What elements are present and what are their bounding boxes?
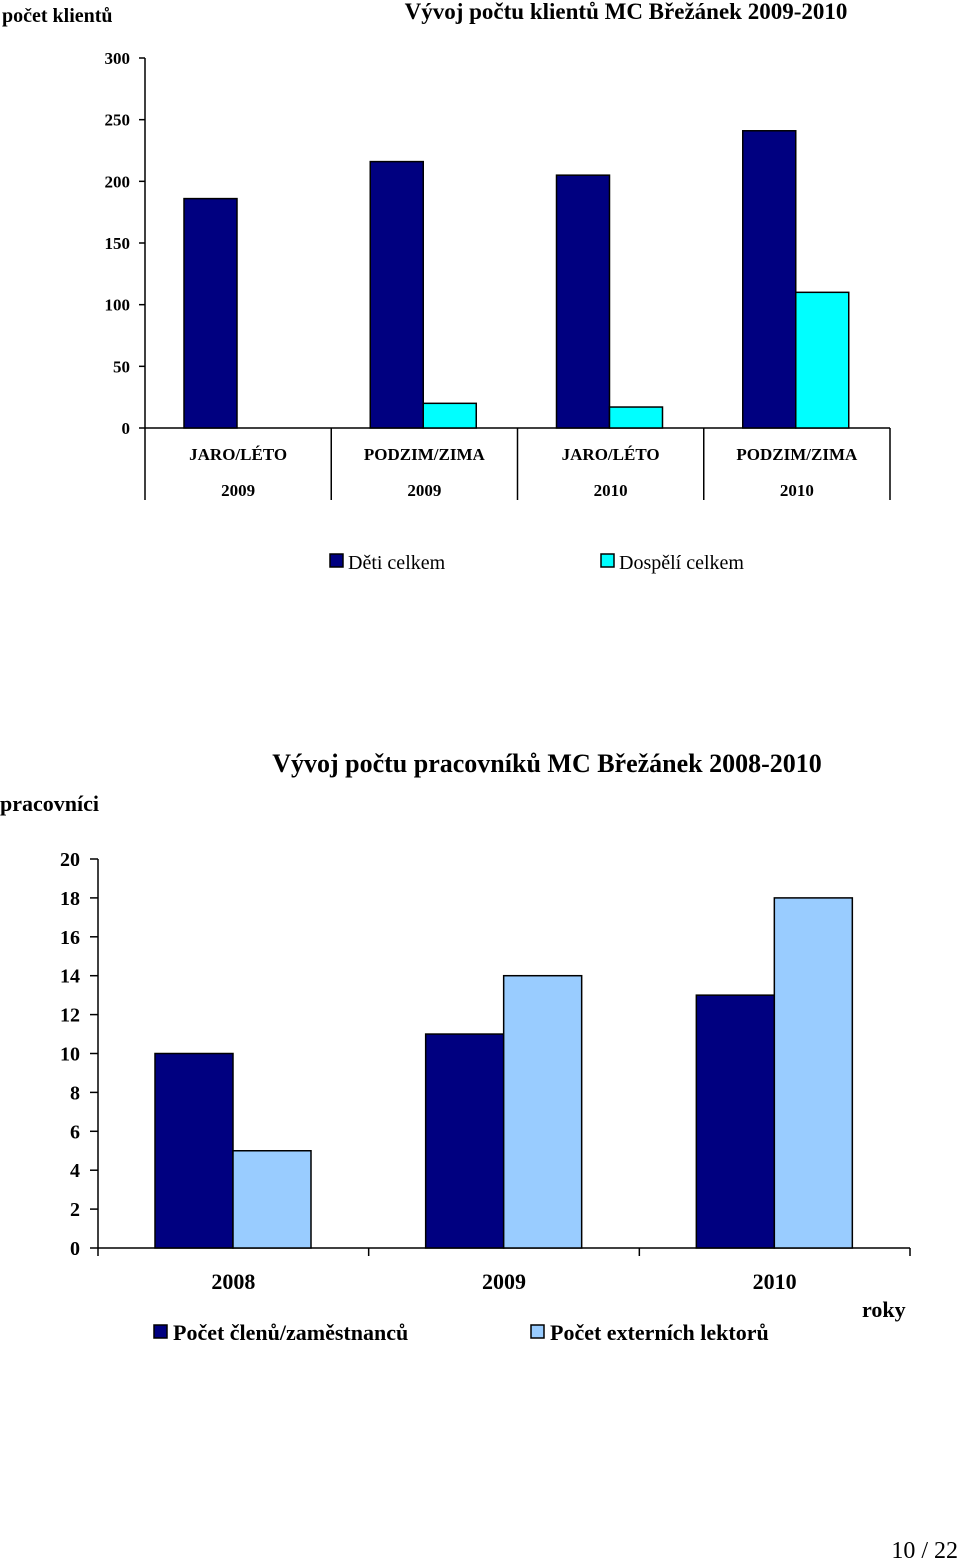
chart2-bar — [695, 994, 776, 1249]
chart2-y-tick-label: 4 — [70, 1160, 80, 1182]
chart2-bar — [154, 1052, 234, 1249]
chart1-legend-swatch — [329, 553, 344, 568]
chart2-legend-swatch — [153, 1324, 168, 1339]
chart1-y-tick-label: 200 — [105, 172, 131, 191]
chart2-y-tick-label: 12 — [60, 1005, 80, 1027]
chart1-bar — [795, 291, 850, 429]
clients-chart: počet klientů Vývoj počtu klientů MC Bře… — [2, 0, 891, 574]
chart2-y-tick-label: 18 — [60, 888, 80, 910]
chart1-ylabel: počet klientů — [2, 5, 113, 27]
chart2-y-tick-label: 0 — [70, 1238, 80, 1260]
chart1-category-year: 2009 — [407, 481, 441, 500]
chart1-y-tick-label: 300 — [105, 49, 131, 68]
chart2-legend: Počet členů/zaměstnanců Počet externích l… — [153, 1320, 769, 1345]
chart1-category-season: JARO/LÉTO — [189, 445, 287, 464]
chart2-y-tick-label: 6 — [70, 1121, 80, 1143]
workers-chart: Vývoj počtu pracovníků MC Břežánek 2008-… — [0, 749, 911, 1345]
chart1-legend-swatch — [600, 553, 615, 568]
chart1-category-season: PODZIM/ZIMA — [736, 445, 858, 464]
chart2-y-tick-label: 8 — [70, 1082, 80, 1104]
chart1-y-tick-label: 100 — [105, 296, 131, 315]
chart2-title: Vývoj počtu pracovníků MC Břežánek 2008-… — [272, 749, 822, 778]
chart1-category-season: JARO/LÉTO — [562, 445, 660, 464]
chart1-y-tick-label: 50 — [113, 357, 130, 376]
chart1-bars — [183, 130, 850, 429]
chart1-legend-label: Děti celkem — [348, 552, 446, 574]
chart1-bar — [742, 130, 797, 429]
chart1-legend-label: Dospělí celkem — [619, 552, 744, 574]
chart1-y-tick-label: 150 — [105, 234, 131, 253]
chart2-xlabel: roky — [862, 1297, 906, 1322]
chart1-bar — [608, 406, 664, 429]
chart1-axes: 0 50 100 150 200 250 300 JARO/LÉTO 2009 PODZIM/ZI… — [105, 49, 891, 500]
chart1-category-year: 2009 — [221, 481, 255, 500]
chart2-y-tick-label: 16 — [60, 927, 80, 949]
chart2-legend-swatch — [530, 1324, 545, 1339]
chart1-y-tick-label: 0 — [122, 419, 131, 438]
chart2-category-label: 2010 — [753, 1269, 797, 1294]
chart2-ylabel: pracovníci — [0, 791, 99, 816]
chart2-legend-label: Počet externích lektorů — [550, 1320, 769, 1345]
chart2-y-tick-label: 2 — [70, 1199, 80, 1221]
chart1-legend: Děti celkem Dospělí celkem — [329, 552, 744, 574]
chart1-bar — [422, 402, 477, 429]
chart2-y-tick-label: 20 — [60, 849, 80, 871]
chart1-category-season: PODZIM/ZIMA — [364, 445, 486, 464]
chart2-legend-label: Počet členů/zaměstnanců — [173, 1320, 408, 1345]
chart2-y-tick-label: 10 — [60, 1044, 80, 1066]
chart1-title: Vývoj počtu klientů MC Břežánek 2009-201… — [405, 0, 848, 24]
chart1-category-year: 2010 — [780, 481, 814, 500]
chart1-bar — [369, 160, 424, 429]
chart1-category-year: 2010 — [594, 481, 628, 500]
chart2-category-label: 2009 — [482, 1269, 526, 1294]
chart2-category-label: 2008 — [211, 1269, 255, 1294]
chart1-bar — [555, 174, 611, 429]
chart2-bar — [502, 974, 583, 1249]
chart2-y-tick-label: 14 — [60, 966, 80, 988]
page-number: 10 / 22 — [891, 1538, 958, 1564]
chart2-bar — [773, 897, 854, 1249]
chart1-bar — [183, 197, 238, 429]
chart2-bar — [424, 1033, 505, 1249]
chart1-y-tick-label: 250 — [105, 111, 131, 130]
chart2-bars — [154, 897, 854, 1249]
chart2-bar — [232, 1150, 312, 1249]
